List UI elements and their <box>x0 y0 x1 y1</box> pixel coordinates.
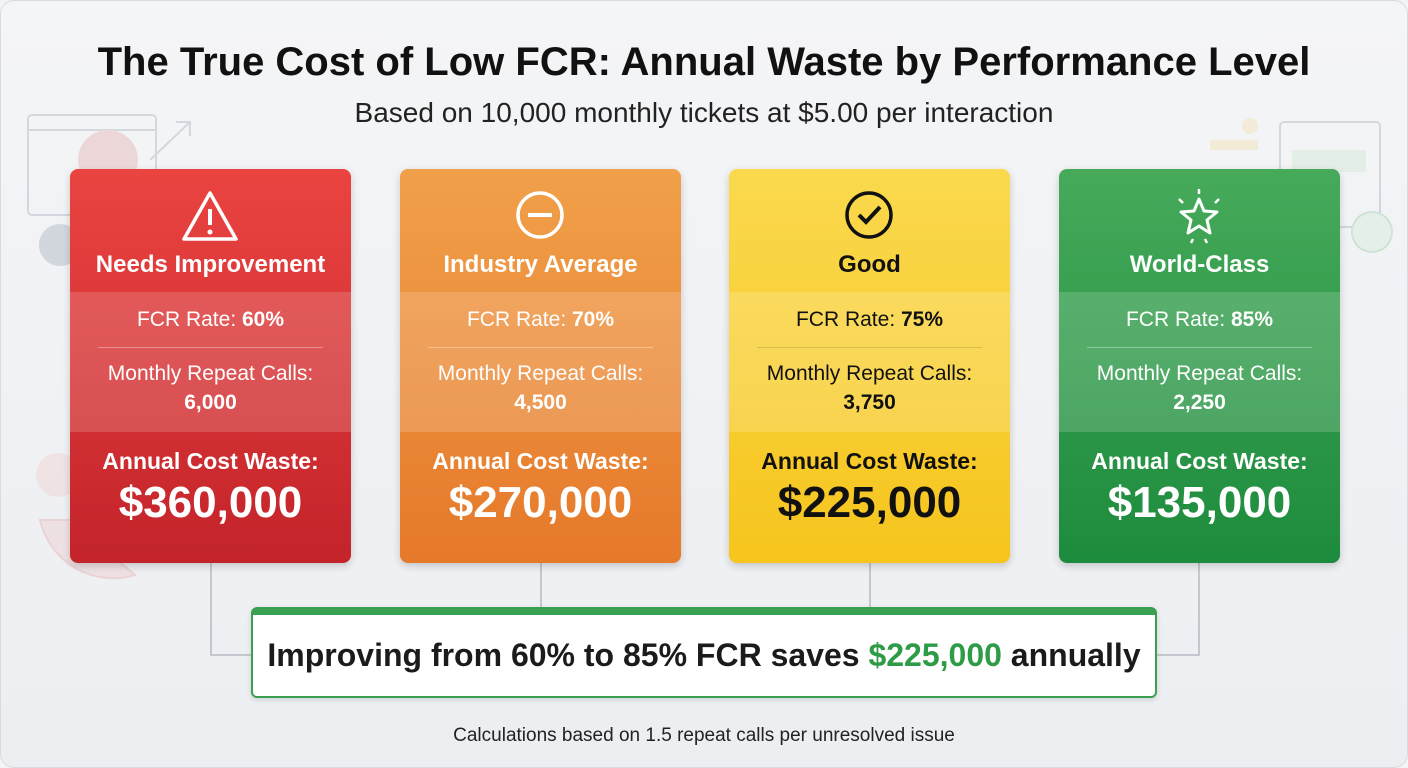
divider <box>98 347 323 348</box>
fcr-row: FCR Rate: 60% <box>70 308 351 332</box>
card-metrics: FCR Rate: 75% Monthly Repeat Calls: 3,750 <box>729 292 1010 432</box>
fcr-value: 75% <box>901 308 944 331</box>
fcr-value: 70% <box>572 308 615 331</box>
title: The True Cost of Low FCR: Annual Waste b… <box>97 40 1311 84</box>
fcr-value: 60% <box>242 308 285 331</box>
card-icon <box>516 191 564 239</box>
fcr-row: FCR Rate: 70% <box>400 308 681 332</box>
card-title: Needs Improvement <box>95 251 326 278</box>
card-icon <box>182 191 238 241</box>
summary-text: Improving from 60% to 85% FCR saves <box>267 637 860 673</box>
waste-label: Annual Cost Waste: <box>761 448 978 474</box>
divider <box>757 347 982 348</box>
repeat-label: Monthly Repeat Calls: <box>766 362 973 385</box>
repeat-value: 2,250 <box>1173 391 1226 414</box>
card: Needs Improvement FCR Rate: 60% Monthly Re… <box>70 169 351 563</box>
waste-value: $135,000 <box>1107 478 1292 527</box>
fcr-value: 85% <box>1231 308 1274 331</box>
fcr-row: FCR Rate: 75% <box>729 308 1010 332</box>
card: World-Class FCR Rate: 85% Monthly Repeat C… <box>1059 169 1340 563</box>
waste-value: $270,000 <box>448 478 633 527</box>
repeat-value: 3,750 <box>843 391 896 414</box>
repeat-label: Monthly Repeat Calls: <box>1096 362 1303 385</box>
footnote: Calculations based on 1.5 repeat calls p… <box>453 725 955 746</box>
fcr-label: FCR Rate: <box>795 308 896 331</box>
waste-value: $225,000 <box>777 478 962 527</box>
repeat-label: Monthly Repeat Calls: <box>107 362 314 385</box>
card-title: Good <box>838 251 901 278</box>
waste-value: $360,000 <box>118 478 303 527</box>
card-icon <box>845 191 893 239</box>
repeat-label: Monthly Repeat Calls: <box>437 362 644 385</box>
fcr-row: FCR Rate: 85% <box>1059 308 1340 332</box>
summary: Improving from 60% to 85% FCR saves $225… <box>251 607 1157 698</box>
fcr-label: FCR Rate: <box>466 308 567 331</box>
waste-label: Annual Cost Waste: <box>432 448 649 474</box>
card-title: World-Class <box>1129 251 1270 278</box>
repeat-value: 6,000 <box>184 391 237 414</box>
waste-label: Annual Cost Waste: <box>1091 448 1308 474</box>
card-icon <box>1178 189 1220 244</box>
card-metrics: FCR Rate: 85% Monthly Repeat Calls: 2,250 <box>1059 292 1340 432</box>
summary-text: annually <box>1010 637 1141 673</box>
fcr-label: FCR Rate: <box>136 308 237 331</box>
divider <box>428 347 653 348</box>
fcr-label: FCR Rate: <box>1125 308 1226 331</box>
card: Industry Average FCR Rate: 70% Monthly Rep… <box>400 169 681 563</box>
divider <box>1087 347 1312 348</box>
card-metrics: FCR Rate: 60% Monthly Repeat Calls: 6,000 <box>70 292 351 432</box>
card-title: Industry Average <box>443 251 638 278</box>
repeat-value: 4,500 <box>514 391 567 414</box>
card-metrics: FCR Rate: 70% Monthly Repeat Calls: 4,500 <box>400 292 681 432</box>
card: Good FCR Rate: 75% Monthly Repeat Calls: 3,… <box>729 169 1010 563</box>
subtitle: Based on 10,000 monthly tickets at $5.00… <box>354 97 1054 128</box>
summary-highlight: $225,000 <box>868 637 1002 673</box>
waste-label: Annual Cost Waste: <box>102 448 319 474</box>
